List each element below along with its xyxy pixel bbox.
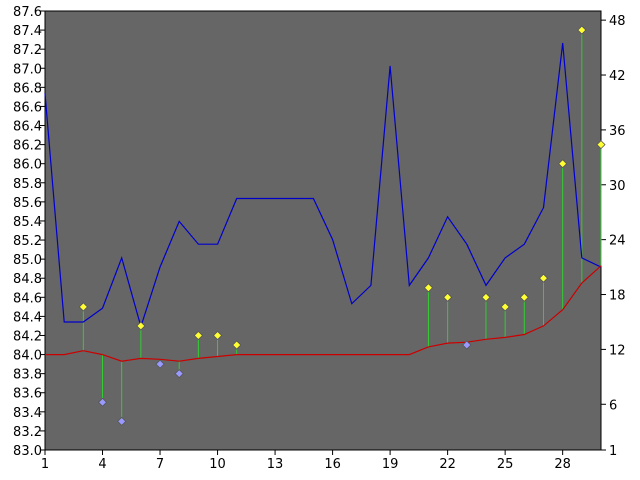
x-tick-label: 16	[324, 457, 341, 472]
y-tick-label: 85.6	[13, 196, 42, 211]
y2-tick-label: 48	[609, 14, 626, 29]
x-tick-label: 25	[497, 457, 514, 472]
y-tick-label: 84.8	[13, 272, 42, 287]
y2-tick-label: 1	[609, 444, 617, 459]
x-tick-label: 1	[41, 457, 49, 472]
series-line-right-axis	[44, 42, 602, 329]
stem-marker	[558, 159, 568, 169]
y-tick-label: 86.6	[13, 100, 42, 115]
y2-tick-label: 18	[609, 289, 626, 304]
stem-marker	[155, 359, 165, 369]
x-tick-label: 28	[554, 457, 571, 472]
y-tick-label: 83.2	[13, 425, 42, 440]
y2-tick-label: 12	[609, 343, 626, 358]
stem-marker	[193, 330, 203, 341]
y2-tick-label: 6	[609, 398, 617, 413]
stem-marker	[423, 283, 434, 293]
stem-marker	[462, 340, 472, 350]
y-tick-label: 86.0	[13, 158, 42, 173]
y-tick-label: 87.2	[13, 43, 42, 58]
y-tick-label: 86.2	[13, 139, 42, 154]
markers	[78, 25, 606, 426]
y-tick-label: 87.6	[13, 5, 42, 20]
stem-marker	[577, 25, 587, 35]
y-tick-label: 87.4	[13, 24, 42, 39]
x-axis: 1 4 7 10 13 16 19 22 25 28	[41, 450, 571, 472]
y-tick-label: 84.2	[13, 329, 42, 344]
right-axis: 1 6 12 18 24 30 36 42 48	[601, 14, 626, 459]
y-tick-label: 84.0	[13, 349, 42, 364]
x-tick-label: 13	[267, 457, 284, 472]
x-tick-label: 4	[98, 457, 106, 472]
stem-marker	[174, 369, 184, 379]
y-tick-label: 83.8	[13, 368, 42, 383]
y-tick-label: 87.0	[13, 62, 42, 77]
y-tick-label: 84.4	[13, 310, 42, 325]
stem-marker	[117, 416, 127, 426]
y2-tick-label: 36	[609, 124, 626, 139]
stem-marker	[212, 330, 223, 341]
y-tick-label: 83.4	[13, 406, 42, 421]
y2-tick-label: 30	[609, 179, 626, 194]
left-axis: 83.0 83.2 83.4 83.6 83.8 84.0 84.2 84.4 84.6 84.8…	[13, 5, 45, 459]
stem-marker	[136, 321, 146, 331]
stem-marker	[538, 273, 549, 283]
y-tick-label: 83.6	[13, 387, 42, 402]
stem-marker	[519, 292, 529, 302]
y2-tick-label: 42	[609, 69, 626, 84]
y-tick-label: 83.0	[13, 444, 42, 459]
y-tick-label: 85.8	[13, 177, 42, 192]
x-tick-label: 22	[439, 457, 456, 472]
stem-marker	[500, 302, 510, 312]
stem-marker	[78, 302, 88, 312]
stem-marker	[443, 292, 453, 302]
series-line-baseline	[45, 265, 602, 362]
y2-tick-label: 24	[609, 234, 626, 249]
y-tick-label: 86.8	[13, 81, 42, 96]
plot-area	[44, 10, 602, 451]
stem-marker	[481, 292, 491, 302]
stem-marker	[97, 397, 108, 407]
stem-marker	[232, 340, 242, 350]
series-lines	[44, 42, 602, 362]
y-tick-label: 86.4	[13, 120, 42, 135]
stems	[82, 30, 602, 422]
x-tick-label: 19	[382, 457, 399, 472]
stem-marker	[596, 140, 606, 150]
x-tick-label: 10	[209, 457, 226, 472]
y-tick-label: 85.2	[13, 234, 42, 249]
y-tick-label: 85.4	[13, 215, 42, 230]
x-tick-label: 7	[156, 457, 164, 472]
y-tick-label: 85.0	[13, 253, 42, 268]
y-tick-label: 84.6	[13, 291, 42, 306]
